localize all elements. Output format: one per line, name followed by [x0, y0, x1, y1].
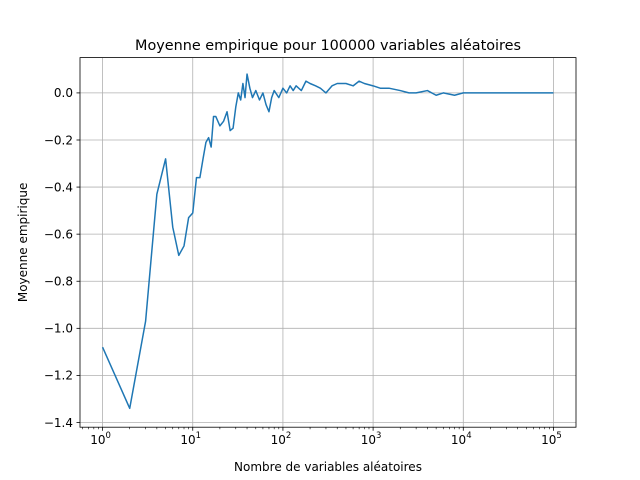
y-tick-label: −0.8 [44, 275, 73, 289]
y-tick-label: −0.6 [44, 227, 73, 241]
y-axis-label: Moyenne empirique [16, 183, 30, 302]
x-tick-label-exponent: 5 [556, 431, 561, 441]
x-tick-label-base: 10 [451, 433, 466, 447]
x-tick-label: 101 [180, 431, 201, 447]
x-tick-label-exponent: 3 [376, 431, 381, 441]
y-tick-label: −0.2 [44, 133, 73, 147]
x-tick-label: 102 [271, 431, 292, 447]
x-tick-label-base: 10 [90, 433, 105, 447]
chart-title: Moyenne empirique pour 100000 variables … [135, 38, 521, 54]
x-tick-label-exponent: 4 [466, 431, 471, 441]
x-tick-label: 105 [541, 431, 562, 447]
x-tick-label: 103 [361, 431, 382, 447]
x-tick-label-base: 10 [361, 433, 376, 447]
x-tick-label-base: 10 [271, 433, 286, 447]
y-tick-label: −1.0 [44, 322, 73, 336]
x-tick-label-base: 10 [180, 433, 195, 447]
series-line [101, 73, 554, 410]
x-axis-label: Nombre de variables aléatoires [234, 460, 422, 474]
y-tick-label: −1.2 [44, 369, 73, 383]
x-tick-label-exponent: 0 [105, 431, 110, 441]
x-tick-label-exponent: 2 [286, 431, 291, 441]
x-tick-label: 104 [451, 431, 472, 447]
series-group [101, 73, 554, 410]
x-axis-ticks: 100 101 102 103 104 105 [82, 427, 562, 447]
y-axis-ticks: 0.0 −0.2 −0.4 −0.6 −0.8 −1.0 −1.2 −1.4 [44, 86, 80, 430]
y-tick-label: −0.4 [44, 180, 73, 194]
x-tick-label: 100 [90, 431, 111, 447]
x-tick-label-base: 10 [541, 433, 556, 447]
y-tick-label: −1.4 [44, 416, 73, 430]
plot-frame [79, 57, 577, 428]
x-tick-label-exponent: 1 [196, 431, 201, 441]
grid-lines [80, 57, 576, 428]
y-tick-label: 0.0 [54, 86, 73, 100]
